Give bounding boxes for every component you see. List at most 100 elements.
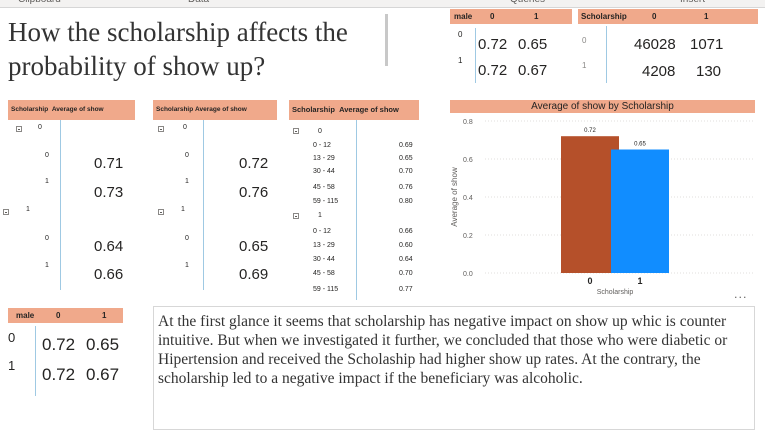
header-average[interactable]: Average of show: [195, 106, 247, 113]
y-tick-label: 0.6: [463, 157, 473, 164]
col-header: 0: [56, 311, 61, 320]
analysis-note[interactable]: At the first glance it seems that schola…: [153, 306, 755, 430]
value-cell: 0.60: [399, 242, 413, 249]
collapse-icon[interactable]: [158, 126, 164, 132]
row-header: 1: [582, 61, 587, 70]
matrix-3[interactable]: Scholarship Average of show 0 0 - 12 0.6…: [289, 100, 419, 300]
group-label: 0: [38, 124, 42, 131]
value-cell: 0.72: [239, 155, 269, 172]
value-cell: 0.64: [399, 256, 413, 263]
ribbon-data[interactable]: Data: [188, 0, 209, 5]
value-cell: 0.65: [86, 335, 120, 354]
matrix-2[interactable]: Scholarship Average of show 0 0 0.72 1 0…: [153, 100, 280, 290]
top-matrix-counts[interactable]: Scholarship 0 1 0 46028 1071 1 4208 130: [578, 9, 758, 83]
column-separator: [475, 28, 476, 83]
y-tick-label: 0.8: [463, 119, 473, 126]
header-scholarship[interactable]: Scholarship: [156, 106, 194, 113]
value-cell: 0.65: [518, 36, 548, 53]
value-cell: 0.66: [94, 266, 124, 283]
row-label: 1: [45, 262, 49, 269]
value-cell: 0.64: [94, 238, 124, 255]
row-label: 59 - 115: [313, 198, 339, 205]
value-cell: 130: [696, 63, 722, 80]
collapse-icon[interactable]: [158, 209, 164, 215]
y-axis-label: Average of show: [450, 167, 459, 227]
col-header: 1: [534, 12, 539, 21]
row-label: 30 - 44: [313, 256, 335, 263]
column-separator: [203, 120, 204, 290]
collapse-icon[interactable]: [3, 209, 9, 215]
bottom-matrix-header: [8, 308, 123, 323]
value-cell: 0.76: [239, 184, 269, 201]
value-cell: 0.66: [399, 228, 413, 235]
ribbon-clipboard[interactable]: Clipboard: [18, 0, 61, 5]
value-cell: 0.71: [94, 155, 124, 172]
bar-chart[interactable]: 0.0 0.2 0.4 0.6 0.8 Average of show 0.72 0 0.65 1…: [445, 113, 760, 303]
column-separator: [35, 326, 36, 396]
column-separator: [60, 120, 61, 290]
collapse-icon[interactable]: [293, 213, 299, 219]
more-options-icon[interactable]: ...: [734, 288, 748, 301]
value-cell: 1071: [690, 36, 724, 53]
value-cell: 0.65: [239, 238, 269, 255]
row-label: 59 - 115: [313, 286, 339, 293]
value-cell: 0.70: [399, 168, 413, 175]
col-header: 0: [652, 12, 657, 21]
row-label: 45 - 58: [313, 184, 335, 191]
ribbon-strip: Clipboard Data Queries Insert: [0, 0, 765, 8]
value-cell: 0.65: [399, 155, 413, 162]
row-label: 0 - 12: [313, 228, 331, 235]
data-label: 0.65: [634, 142, 646, 148]
row-header: 1: [458, 56, 463, 65]
ribbon-insert[interactable]: Insert: [680, 0, 705, 5]
y-tick-label: 0.4: [463, 195, 473, 202]
title-divider: [385, 14, 388, 66]
header-scholarship[interactable]: Scholarship: [11, 106, 49, 113]
row-label: 13 - 29: [313, 155, 335, 162]
value-cell: 0.67: [518, 62, 548, 79]
corner-label: Scholarship: [581, 12, 627, 21]
top-matrix-male[interactable]: male 0 1 0 0.72 0.65 1 0.72 0.67: [450, 9, 572, 83]
value-cell: 0.80: [399, 198, 413, 205]
value-cell: 0.76: [399, 184, 413, 191]
top-matrix-male-header: [450, 9, 572, 24]
row-header: 0: [8, 330, 16, 345]
row-header: 1: [8, 358, 16, 373]
y-tick-label: 0.0: [463, 271, 473, 278]
bottom-matrix-male[interactable]: male 0 1 0 0.72 0.65 1 0.72 0.67: [8, 308, 123, 398]
value-cell: 0.72: [42, 335, 76, 354]
value-cell: 0.73: [94, 184, 124, 201]
row-label: 13 - 29: [313, 242, 335, 249]
group-label: 0: [183, 124, 187, 131]
corner-label: male: [16, 311, 35, 320]
ribbon-queries[interactable]: Queries: [510, 0, 545, 5]
matrix-2-header: Scholarship Average of show: [153, 100, 277, 120]
chart-title: Average of show by Scholarship: [450, 100, 755, 113]
col-header: 1: [102, 311, 107, 320]
data-label: 0.72: [584, 128, 596, 134]
header-average[interactable]: Average of show: [339, 105, 399, 114]
group-label: 1: [318, 212, 322, 219]
matrix-3-header: Scholarship Average of show: [289, 100, 419, 120]
header-scholarship[interactable]: Scholarship: [292, 105, 335, 114]
header-average[interactable]: Average of show: [51, 106, 104, 113]
collapse-icon[interactable]: [293, 128, 299, 134]
row-label: 1: [185, 178, 189, 185]
collapse-icon[interactable]: [16, 126, 22, 132]
value-cell: 0.72: [478, 62, 508, 79]
x-tick-label: 0: [587, 276, 592, 286]
value-cell: 0.69: [399, 142, 413, 149]
column-separator: [606, 26, 607, 83]
value-cell: 4208: [642, 63, 676, 80]
row-label: 0: [185, 235, 189, 242]
corner-label: male: [454, 12, 473, 21]
row-label: 30 - 44: [313, 168, 335, 175]
row-label: 0: [45, 152, 49, 159]
matrix-1[interactable]: Scholarship Average of show 0 0 0.71 1 0…: [3, 100, 138, 290]
row-header: 0: [458, 30, 463, 39]
row-label: 0: [185, 152, 189, 159]
row-header: 0: [582, 36, 587, 45]
col-header: 1: [704, 12, 709, 21]
value-cell: 0.70: [399, 270, 413, 277]
bar: [611, 149, 669, 273]
